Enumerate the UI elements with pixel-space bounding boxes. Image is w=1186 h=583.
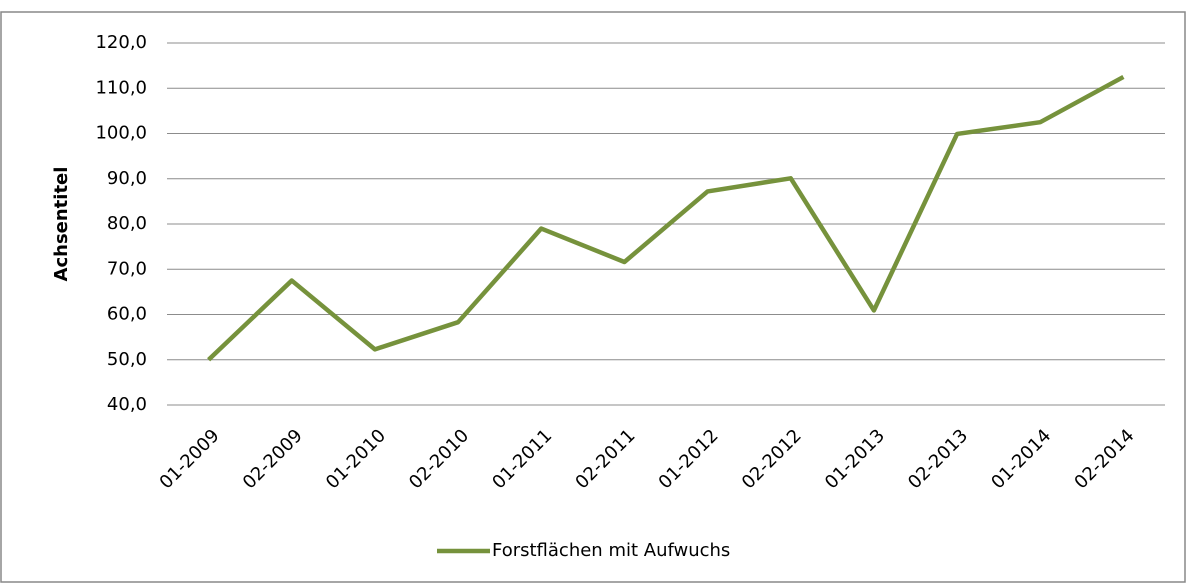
- y-tick-label: 80,0: [107, 213, 147, 234]
- legend-label: Forstflächen mit Aufwuchs: [492, 540, 730, 561]
- series-line: [207, 74, 1125, 362]
- y-tick-label: 90,0: [107, 168, 147, 189]
- y-tick-label: 120,0: [95, 32, 147, 53]
- y-tick-label: 110,0: [95, 77, 147, 98]
- y-tick-label: 50,0: [107, 349, 147, 370]
- y-tick-label: 40,0: [107, 394, 147, 415]
- y-tick-label: 60,0: [107, 304, 147, 325]
- y-tick-label: 70,0: [107, 258, 147, 279]
- chart-border: [0, 11, 1186, 583]
- y-tick-label: 100,0: [95, 123, 147, 144]
- y-axis-title: Achsentitel: [51, 167, 72, 282]
